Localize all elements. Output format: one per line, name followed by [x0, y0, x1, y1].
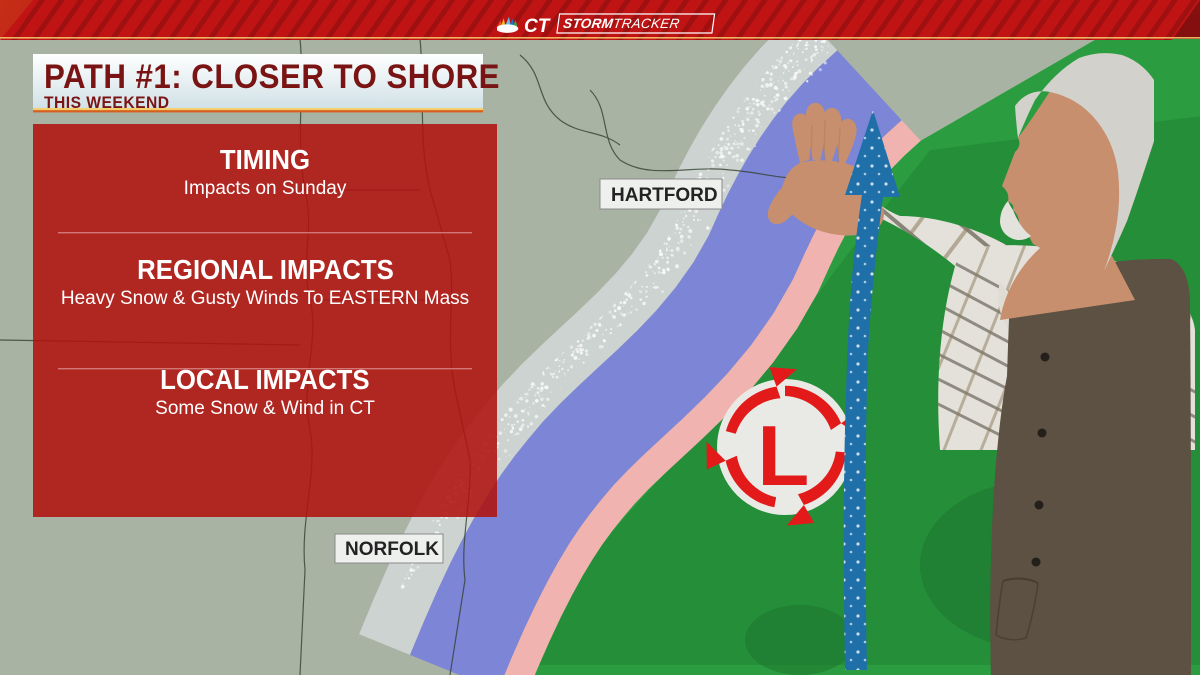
svg-text:NORFOLK: NORFOLK: [345, 539, 439, 560]
svg-text:STORMTRACKER: STORMTRACKER: [562, 16, 681, 31]
svg-text:HARTFORD: HARTFORD: [611, 185, 718, 206]
svg-text:CT: CT: [524, 16, 551, 37]
